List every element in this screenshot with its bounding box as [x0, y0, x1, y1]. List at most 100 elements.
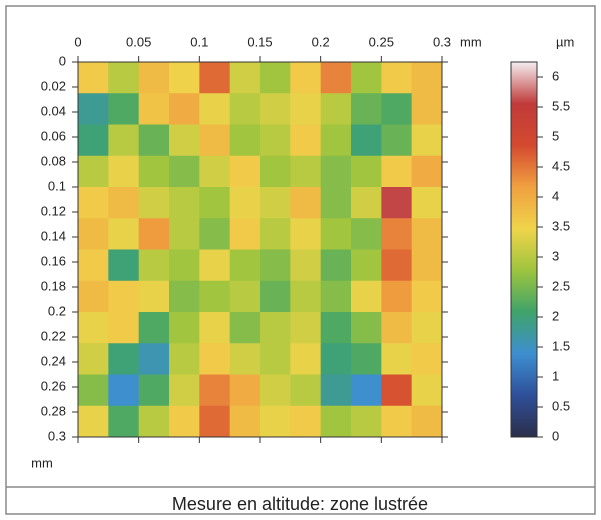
heat-cell — [199, 249, 231, 282]
heat-cell — [229, 62, 261, 94]
heat-cell — [290, 187, 322, 219]
heat-cell — [260, 405, 291, 438]
colorbar-tick-label: 1.5 — [552, 338, 570, 353]
heat-cell — [381, 374, 413, 407]
colorbar-tick-label: 3 — [552, 248, 559, 263]
y-tick-label: 0.14 — [41, 228, 66, 243]
x-tick-label: 0.3 — [433, 34, 451, 49]
x-tick-label: 0.25 — [369, 34, 394, 49]
heat-cell — [320, 218, 352, 250]
y-tick-label: 0.02 — [41, 78, 66, 93]
heat-cell — [351, 343, 382, 375]
heat-cell — [290, 280, 322, 313]
heat-cell — [320, 124, 352, 157]
heat-cell — [78, 93, 109, 125]
heat-cell — [411, 62, 443, 94]
x-tick-label: 0.05 — [126, 34, 151, 49]
heat-cell — [229, 249, 261, 282]
colorbar-tick-label: 0 — [552, 428, 559, 443]
heat-cell — [169, 312, 200, 344]
heat-cell — [381, 155, 413, 188]
x-tick-label: 0.2 — [312, 34, 330, 49]
heat-cell — [108, 343, 140, 375]
heat-cell — [381, 93, 413, 125]
y-tick-label: 0.06 — [41, 128, 66, 143]
heat-cell — [351, 187, 382, 219]
heat-cell — [260, 155, 291, 188]
heat-cell — [381, 405, 413, 438]
heat-cell — [78, 405, 109, 438]
heat-cell — [229, 187, 261, 219]
heat-cell — [290, 343, 322, 375]
heat-cell — [411, 155, 443, 188]
frame — [5, 5, 596, 515]
heat-cell — [320, 280, 352, 313]
heat-cell — [78, 124, 109, 157]
heat-cell — [351, 280, 382, 313]
heat-cell — [381, 312, 413, 344]
heat-cell — [351, 155, 382, 188]
heat-cell — [108, 405, 140, 438]
heat-cell — [381, 62, 413, 94]
heat-cell — [320, 187, 352, 219]
heat-cell — [320, 155, 352, 188]
heat-cell — [260, 374, 291, 407]
heat-cell — [78, 343, 109, 375]
heat-cell — [108, 249, 140, 282]
heat-cell — [78, 62, 109, 94]
y-tick-label: 0.28 — [41, 403, 66, 418]
heat-cell — [169, 249, 200, 282]
heat-cell — [169, 93, 200, 125]
y-tick-label: 0.1 — [48, 178, 66, 193]
heat-cell — [78, 312, 109, 344]
heat-cell — [229, 93, 261, 125]
heat-cell — [320, 62, 352, 94]
heat-cell — [381, 187, 413, 219]
heat-cell — [138, 62, 170, 94]
heat-cell — [411, 124, 443, 157]
heat-cell — [411, 374, 443, 407]
heat-cell — [138, 374, 170, 407]
colorbar-tick-label: 0.5 — [552, 398, 570, 413]
heat-cell — [411, 343, 443, 375]
heat-cell — [138, 93, 170, 125]
x-tick-label: 0 — [74, 34, 81, 49]
heat-cell — [260, 218, 291, 250]
heat-cell — [260, 280, 291, 313]
heat-cell — [320, 374, 352, 407]
heat-cell — [320, 249, 352, 282]
y-tick-label: 0.24 — [41, 353, 66, 368]
colorbar — [510, 61, 538, 438]
heat-cell — [260, 124, 291, 157]
heat-cell — [229, 374, 261, 407]
colorbar-tick-label: 1 — [552, 368, 559, 383]
heat-cell — [260, 93, 291, 125]
heat-cell — [381, 249, 413, 282]
heat-cell — [260, 187, 291, 219]
colorbar-tick-label: 2.5 — [552, 278, 570, 293]
heat-cell — [199, 187, 231, 219]
heat-cell — [351, 218, 382, 250]
heat-cell — [229, 280, 261, 313]
colorbar-tick-label: 2 — [552, 308, 559, 323]
heat-cell — [108, 124, 140, 157]
heat-cell — [169, 155, 200, 188]
heat-cell — [108, 155, 140, 188]
y-tick-label: 0.08 — [41, 153, 66, 168]
heat-cell — [169, 405, 200, 438]
caption: Mesure en altitude: zone lustrée — [172, 494, 428, 514]
heat-cell — [411, 405, 443, 438]
x-tick-label: 0.15 — [247, 34, 272, 49]
colorbar-unit: µm — [556, 34, 574, 49]
y-tick-label: 0.22 — [41, 328, 66, 343]
colorbar-tick-label: 4.5 — [552, 158, 570, 173]
heat-cell — [229, 405, 261, 438]
heat-cell — [199, 155, 231, 188]
heat-cell — [290, 374, 322, 407]
heat-cell — [229, 155, 261, 188]
heat-cell — [78, 280, 109, 313]
heat-cell — [138, 218, 170, 250]
heat-cell — [78, 155, 109, 188]
heat-cell — [320, 405, 352, 438]
heat-cell — [411, 93, 443, 125]
